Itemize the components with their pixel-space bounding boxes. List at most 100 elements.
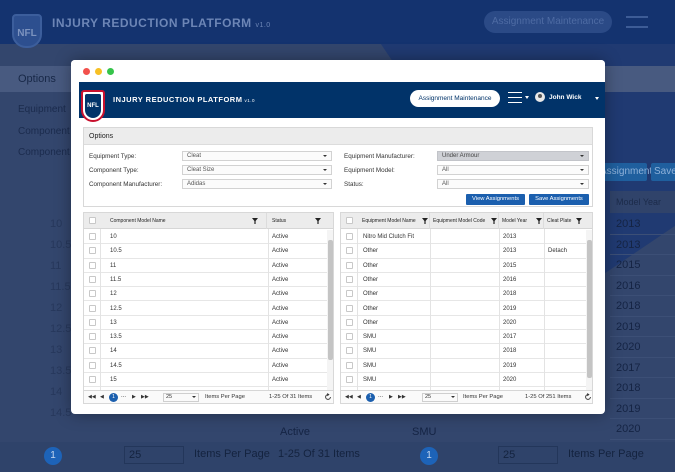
table-row[interactable]: SMU 2019	[341, 359, 586, 373]
refresh-icon[interactable]	[324, 393, 332, 401]
row-checkbox[interactable]	[89, 290, 96, 298]
table-row[interactable]: 14 Active	[84, 344, 327, 359]
next-page-icon[interactable]: ▶	[132, 394, 136, 400]
table-row[interactable]: Other 2018	[341, 287, 586, 302]
equipment-model-select[interactable]: All	[437, 165, 589, 175]
column-header-model-year[interactable]: Model Year	[499, 213, 544, 229]
table-row[interactable]: SMU 2020	[341, 373, 586, 388]
table-row[interactable]: 10 Active	[84, 230, 327, 245]
row-checkbox[interactable]	[89, 275, 96, 283]
cleat-plate-cell: Detach	[548, 248, 568, 255]
equipment-type-select[interactable]: Cleat	[182, 151, 332, 161]
last-page-icon[interactable]: ▶▶	[398, 394, 406, 400]
column-header-equipment-model-name[interactable]: Equipment Model Name	[357, 213, 430, 229]
table-row[interactable]: 13 Active	[84, 316, 327, 331]
table-row[interactable]: Nitro Mid Clutch Fit 2013	[341, 230, 586, 245]
row-checkbox[interactable]	[89, 304, 96, 312]
table-row[interactable]: Other 2020	[341, 316, 586, 331]
hamburger-menu-icon[interactable]	[508, 92, 522, 103]
table-row[interactable]: 10.5 Active	[84, 244, 327, 259]
prev-page-icon[interactable]: ◀	[357, 394, 361, 400]
equipment-manufacturer-select[interactable]: Under Armour	[437, 151, 589, 161]
table-row[interactable]: 11.5 Active	[84, 273, 327, 288]
table-row[interactable]: Other 2013 Detach	[341, 244, 586, 259]
status-select[interactable]: All	[437, 179, 589, 189]
column-header-component-model-name[interactable]: Component Model Name	[100, 213, 267, 229]
table-row[interactable]: 14.5 Active	[84, 359, 327, 373]
next-page-icon[interactable]: ▶	[389, 394, 393, 400]
component-table-scrollbar[interactable]	[327, 230, 333, 390]
refresh-icon[interactable]	[584, 393, 592, 401]
page-ellipsis[interactable]: ...	[378, 393, 384, 399]
row-checkbox[interactable]	[346, 318, 353, 326]
user-avatar-icon[interactable]	[535, 92, 545, 102]
filter-icon[interactable]	[315, 218, 321, 224]
filter-icon[interactable]	[422, 218, 428, 224]
table-row[interactable]: Other 2016	[341, 273, 586, 288]
select-all-checkbox[interactable]	[346, 217, 353, 224]
table-row[interactable]: 11 Active	[84, 259, 327, 273]
current-page[interactable]: 1	[366, 393, 375, 402]
row-checkbox[interactable]	[89, 333, 96, 341]
first-page-icon[interactable]: ◀◀	[88, 394, 96, 400]
user-name[interactable]: John Wick	[549, 94, 582, 101]
close-window-icon[interactable]	[83, 68, 90, 75]
last-page-icon[interactable]: ▶▶	[141, 394, 149, 400]
column-header-equipment-model-code[interactable]: Equipment Model Code	[430, 213, 499, 229]
component-manufacturer-select[interactable]: Adidas	[182, 179, 332, 189]
table-row[interactable]: 13.5 Active	[84, 330, 327, 345]
user-chevron-down-icon[interactable]	[595, 97, 599, 100]
cleat-plate-cell	[544, 230, 586, 244]
page-size-select[interactable]: 25	[163, 393, 199, 402]
filter-icon[interactable]	[536, 218, 542, 224]
component-type-select[interactable]: Cleat Size	[182, 165, 332, 175]
save-assignments-button[interactable]: Save Assignments	[529, 194, 589, 205]
row-checkbox[interactable]	[89, 247, 96, 255]
row-checkbox[interactable]	[346, 361, 353, 369]
filter-icon[interactable]	[252, 218, 258, 224]
row-checkbox[interactable]	[346, 333, 353, 341]
equipment-table-scrollbar[interactable]	[586, 230, 592, 390]
table-row[interactable]: Other 2015	[341, 259, 586, 273]
current-page[interactable]: 1	[109, 393, 118, 402]
minimize-window-icon[interactable]	[95, 68, 102, 75]
row-checkbox[interactable]	[346, 290, 353, 298]
row-checkbox[interactable]	[346, 275, 353, 283]
table-row[interactable]: Other 2019	[341, 302, 586, 316]
assignment-maintenance-button[interactable]: Assignment Maintenance	[410, 90, 500, 107]
row-checkbox[interactable]	[346, 233, 353, 240]
row-checkbox[interactable]	[89, 261, 96, 269]
column-header-cleat-plate[interactable]: Cleat Plate	[547, 218, 572, 224]
first-page-icon[interactable]: ◀◀	[345, 394, 353, 400]
row-checkbox[interactable]	[89, 318, 96, 326]
equipment-model-name-cell: Other	[363, 262, 379, 269]
row-checkbox[interactable]	[89, 361, 96, 369]
menu-chevron-down-icon[interactable]	[525, 96, 529, 99]
equipment-model-code-cell	[431, 344, 497, 358]
row-checkbox[interactable]	[346, 304, 353, 312]
table-row[interactable]: SMU 2018	[341, 344, 586, 359]
table-row[interactable]: 12 Active	[84, 287, 327, 302]
table-row[interactable]: 15 Active	[84, 373, 327, 388]
row-checkbox[interactable]	[89, 376, 96, 383]
filter-icon[interactable]	[491, 218, 497, 224]
row-checkbox[interactable]	[346, 376, 353, 383]
row-checkbox[interactable]	[346, 261, 353, 269]
row-checkbox[interactable]	[89, 233, 96, 240]
filter-icon[interactable]	[576, 218, 582, 224]
table-row[interactable]: 12.5 Active	[84, 302, 327, 316]
select-all-checkbox[interactable]	[89, 217, 96, 224]
row-checkbox[interactable]	[346, 247, 353, 255]
row-checkbox[interactable]	[346, 347, 353, 355]
table-row[interactable]: SMU 2017	[341, 330, 586, 345]
scrollbar-thumb[interactable]	[328, 240, 333, 360]
prev-page-icon[interactable]: ◀	[100, 394, 104, 400]
view-assignments-button[interactable]: View Assignments	[466, 194, 525, 205]
column-header-status[interactable]: Status	[272, 218, 287, 224]
page-ellipsis[interactable]: ...	[121, 393, 127, 399]
background-page-size-right: 25	[498, 446, 558, 464]
row-checkbox[interactable]	[89, 347, 96, 355]
scrollbar-thumb[interactable]	[587, 240, 592, 378]
page-size-select[interactable]: 25	[422, 393, 458, 402]
maximize-window-icon[interactable]	[107, 68, 114, 75]
